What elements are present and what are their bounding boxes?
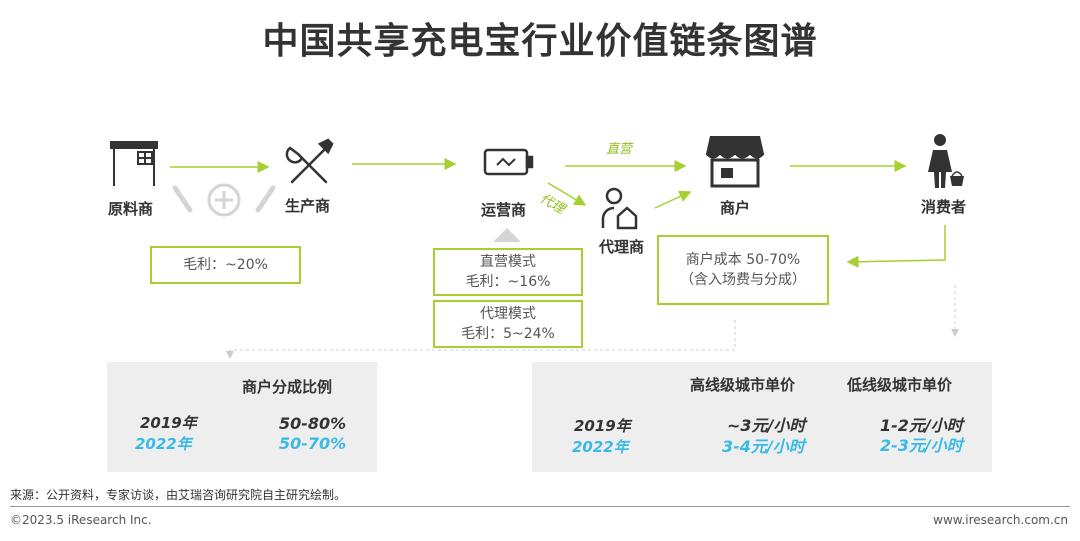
- dashed-merchant-to-left-panel: [226, 320, 736, 359]
- price-year-2019: 2019年: [574, 417, 631, 435]
- node-manufacturer: 生产商: [285, 197, 331, 215]
- slash-right-icon: [255, 185, 276, 213]
- node-operator: 运营商: [481, 201, 527, 219]
- battery-icon: [483, 148, 534, 176]
- low-price-2019: 1-2元/小时: [880, 416, 963, 435]
- node-agent: 代理商: [599, 238, 645, 256]
- agent-mode-margin: 毛利：5~24%: [461, 326, 555, 342]
- price-year-2022: 2022年: [572, 438, 629, 456]
- arrow-operator-to-agent: [547, 182, 587, 206]
- merchant-cost-line1: 商户成本 50-70%: [685, 252, 801, 268]
- merchant-share-header: 商户分成比例: [242, 378, 333, 396]
- footer-divider: [10, 506, 1070, 507]
- direct-mode-margin: 毛利：~16%: [465, 274, 551, 290]
- node-consumer: 消费者: [921, 198, 967, 216]
- consumer-icon: [928, 134, 964, 188]
- high-tier-header: 高线级城市单价: [690, 376, 796, 394]
- page-title: 中国共享充电宝行业价值链条图谱: [262, 21, 818, 62]
- share-value-2022: 50-70%: [279, 434, 347, 453]
- raw-margin-box: 毛利：~20%: [150, 246, 301, 284]
- agent-mode-title: 代理模式: [480, 306, 536, 322]
- low-price-2022: 2-3元/小时: [880, 436, 963, 455]
- high-price-2022: 3-4元/小时: [722, 437, 805, 456]
- unit-price-panel: 高线级城市单价 低线级城市单价 2019年 2022年 ~3元/小时 3-4元/…: [532, 362, 992, 472]
- triangle-icon: [493, 228, 521, 242]
- high-price-2019: ~3元/小时: [727, 416, 806, 435]
- merchant-cost-line2: （含入场费与分成）: [680, 272, 806, 288]
- shelf-icon: [110, 141, 158, 186]
- arrow-agent-to-merchant: [654, 190, 692, 209]
- source-note: 来源：公开资料，专家访谈，由艾瑞咨询研究院自主研究绘制。: [10, 488, 347, 502]
- slash-left-icon: [172, 185, 193, 213]
- agent-icon: [601, 187, 638, 230]
- node-raw-material: 原料商: [108, 200, 154, 218]
- share-year-2019: 2019年: [140, 414, 197, 432]
- plus-icon: [207, 183, 241, 217]
- node-merchant: 商户: [720, 199, 751, 217]
- merchant-cost-box: 商户成本 50-70% （含入场费与分成）: [657, 235, 829, 305]
- direct-mode-box: 直营模式 毛利：~16%: [433, 248, 583, 296]
- low-tier-header: 低线级城市单价: [847, 376, 953, 394]
- raw-margin-text: 毛利：~20%: [183, 257, 268, 273]
- label-direct: 直营: [606, 142, 633, 157]
- direct-mode-title: 直营模式: [480, 254, 536, 270]
- merchant-share-panel: 商户分成比例 2019年 50-80% 2022年 50-70%: [107, 362, 377, 472]
- website: www.iresearch.com.cn: [933, 513, 1068, 527]
- share-value-2019: 50-80%: [279, 414, 347, 433]
- store-icon: [705, 136, 765, 188]
- agent-mode-box: 代理模式 毛利：5~24%: [433, 300, 583, 348]
- arrow-consumer-to-cost: [846, 225, 946, 268]
- copyright: ©2023.5 iResearch Inc.: [10, 513, 152, 527]
- tools-icon: [285, 138, 334, 184]
- share-year-2022: 2022年: [135, 435, 192, 453]
